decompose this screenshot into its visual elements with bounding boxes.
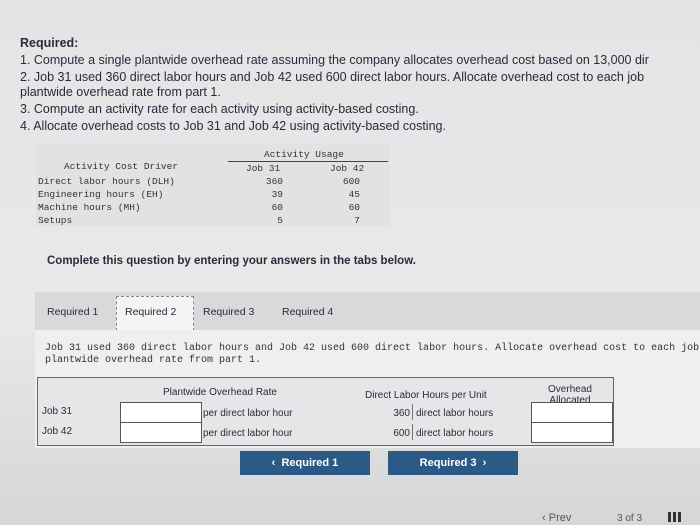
unit-label: direct labor hours [416, 408, 494, 419]
row-label: Job 31 [42, 406, 73, 417]
hours: 360 [393, 408, 410, 419]
chevron: › [476, 457, 487, 469]
unit-label: per direct labor hour [203, 408, 293, 419]
rate-input[interactable] [120, 402, 202, 423]
cell: 60 [348, 202, 360, 213]
group-header: Activity Usage [264, 149, 344, 160]
col-header: Job 31 [246, 163, 281, 174]
cell: 7 [354, 215, 360, 226]
rate-input[interactable] [120, 422, 202, 443]
prev-label: Prev [548, 512, 572, 524]
row-label: Job 42 [42, 426, 73, 437]
cell: 360 [265, 176, 283, 187]
active-tab [116, 296, 194, 331]
tab[interactable]: Required 1 [47, 306, 99, 318]
col-header: Direct Labor Hours per Unit [365, 390, 487, 401]
allocated-input[interactable] [531, 402, 613, 423]
instruction: 1. Compute a single plantwide overhead r… [20, 53, 649, 67]
instruction: plantwide overhead rate from part 1. [20, 85, 221, 99]
instruction: 4. Allocate overhead costs to Job 31 and… [20, 119, 446, 133]
question: Job 31 used 360 direct labor hours and J… [45, 343, 700, 354]
divider [412, 404, 413, 420]
instruction: 3. Compute an activity rate for each act… [20, 102, 419, 116]
unit-label: direct labor hours [416, 428, 494, 439]
chevron: ‹ [271, 457, 282, 469]
question: plantwide overhead rate from part 1. [45, 355, 262, 366]
button-label: Required 3 [419, 457, 477, 469]
page-indicator: 3 of 3 [617, 513, 643, 524]
tab[interactable]: Required 2 [125, 306, 177, 318]
cell: 600 [342, 176, 360, 187]
hours: 600 [393, 428, 410, 439]
row-label: Direct labor hours (DLH) [38, 176, 175, 187]
col-header: Overhead Allocated [548, 384, 592, 406]
cell: 60 [271, 202, 283, 213]
cell: 39 [271, 189, 283, 200]
col-header: Plantwide Overhead Rate [163, 387, 277, 398]
heading: Required: [20, 36, 79, 50]
tab[interactable]: Required 4 [282, 306, 334, 318]
next-button[interactable]: Required 3 › [388, 451, 518, 475]
cell: 5 [277, 215, 283, 226]
col-header: Activity Cost Driver [64, 161, 179, 172]
prompt: Complete this question by entering your … [47, 255, 416, 267]
divider [412, 424, 413, 440]
row-label: Engineering hours (EH) [38, 189, 164, 200]
col-header: Job 42 [330, 163, 365, 174]
instruction: 2. Job 31 used 360 direct labor hours an… [20, 70, 645, 84]
button-label: Required 1 [281, 457, 339, 469]
allocated-input[interactable] [531, 422, 613, 443]
rule [228, 161, 388, 162]
activity-table [36, 144, 390, 226]
tab[interactable]: Required 3 [203, 306, 255, 318]
unit-label: per direct labor hour [203, 428, 293, 439]
grid-icon[interactable] [668, 512, 682, 522]
row-label: Machine hours (MH) [38, 202, 141, 213]
footer-prev[interactable]: ‹ Prev [542, 512, 572, 524]
cell: 45 [348, 189, 360, 200]
prev-button[interactable]: ‹ Required 1 [240, 451, 370, 475]
row-label: Setups [38, 215, 73, 226]
